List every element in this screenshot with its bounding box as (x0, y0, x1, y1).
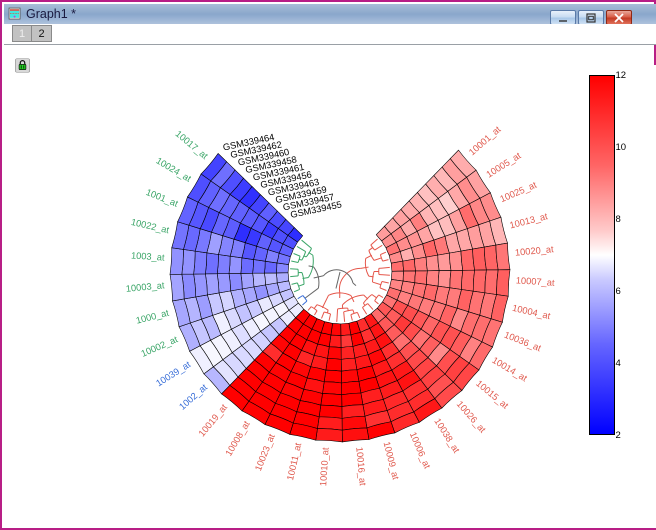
svg-text:1000_at: 1000_at (135, 308, 170, 326)
svg-text:10022_at: 10022_at (130, 217, 170, 235)
svg-text:10002_at: 10002_at (140, 334, 180, 359)
svg-text:10019_at: 10019_at (197, 402, 230, 439)
svg-text:1002_at: 1002_at (177, 382, 209, 412)
svg-text:10009_at: 10009_at (382, 441, 401, 481)
svg-text:1001_at: 1001_at (145, 187, 180, 209)
svg-text:10023_at: 10023_at (253, 432, 277, 472)
svg-text:1003_at: 1003_at (131, 250, 166, 262)
svg-text:10017_at: 10017_at (173, 129, 210, 162)
svg-text:10025_at: 10025_at (498, 180, 538, 205)
svg-text:10036_at: 10036_at (503, 330, 543, 354)
svg-text:10007_at: 10007_at (516, 275, 556, 288)
svg-text:10024_at: 10024_at (154, 155, 193, 184)
svg-text:10015_at: 10015_at (474, 378, 511, 411)
svg-text:10011_at: 10011_at (285, 442, 303, 482)
svg-text:10026_at: 10026_at (455, 399, 488, 435)
svg-text:10005_at: 10005_at (484, 150, 522, 179)
svg-text:10016_at: 10016_at (354, 447, 368, 487)
svg-text:10010_at: 10010_at (318, 447, 331, 487)
svg-text:10001_at: 10001_at (467, 124, 503, 157)
svg-text:10013_at: 10013_at (509, 211, 549, 230)
svg-text:10014_at: 10014_at (490, 355, 529, 384)
svg-text:10004_at: 10004_at (511, 303, 551, 321)
svg-text:10003_at: 10003_at (125, 280, 165, 294)
svg-text:10039_at: 10039_at (154, 359, 192, 388)
svg-text:10020_at: 10020_at (515, 244, 555, 258)
svg-text:10008_at: 10008_at (223, 419, 252, 458)
svg-text:10038_at: 10038_at (432, 416, 461, 454)
svg-text:10006_at: 10006_at (408, 430, 433, 470)
